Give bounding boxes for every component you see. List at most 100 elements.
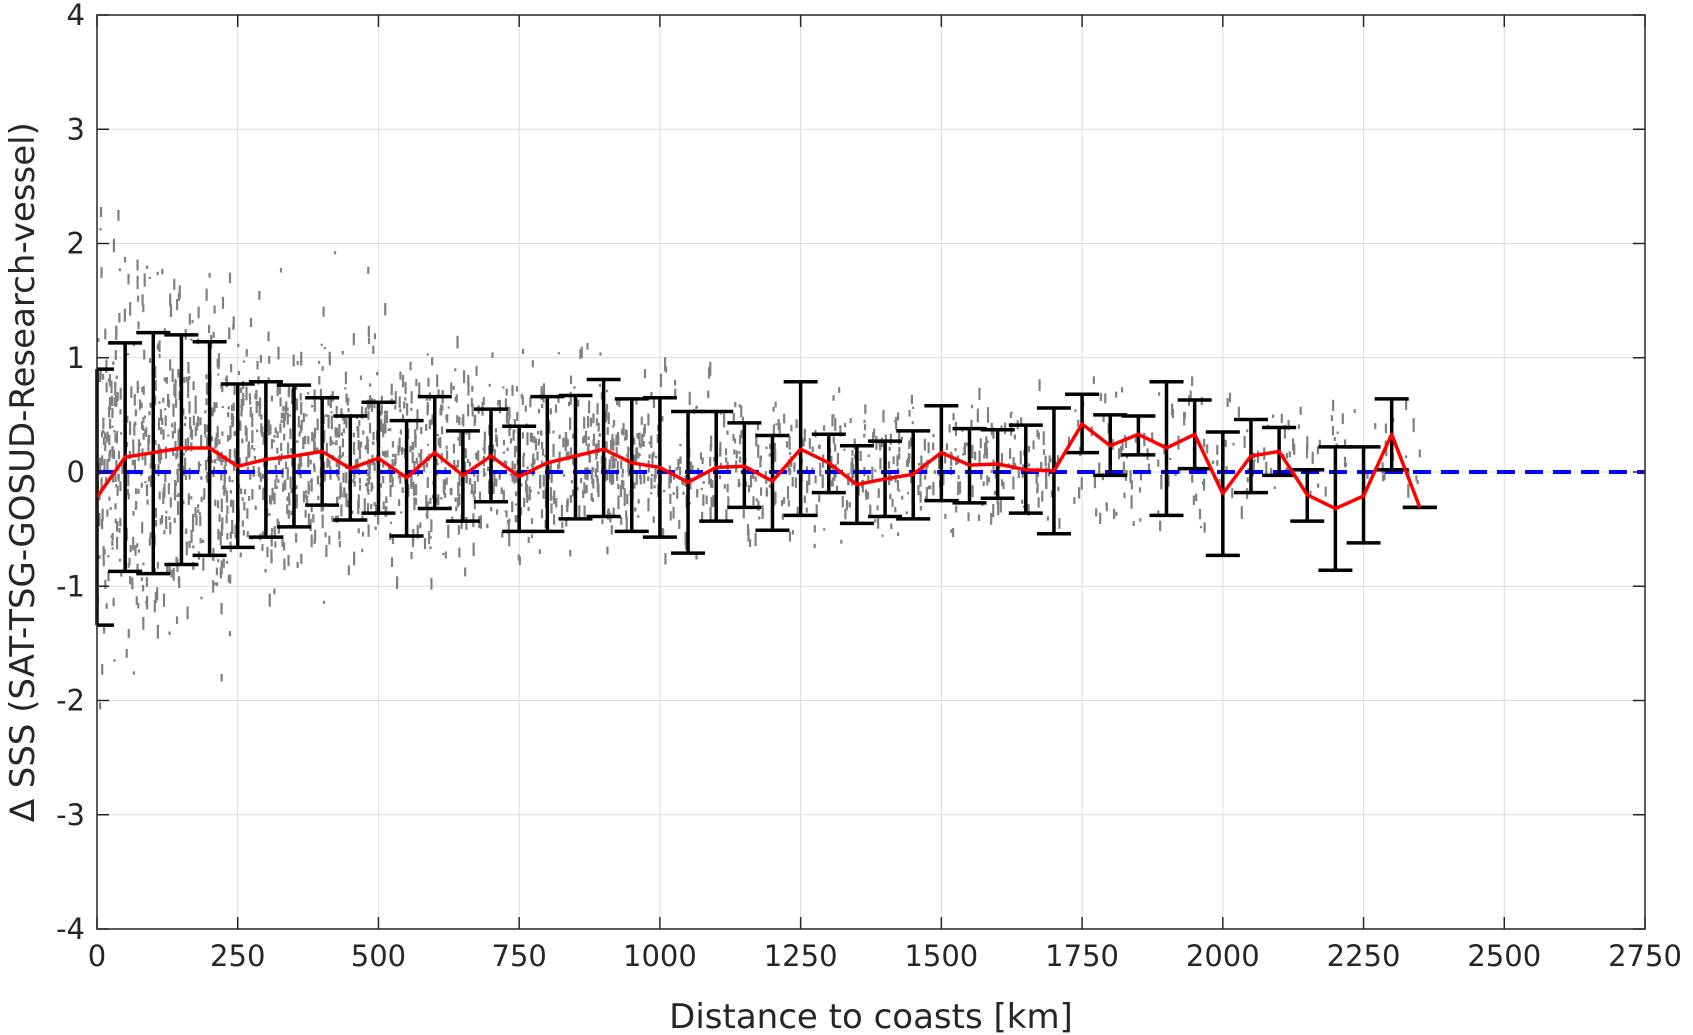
scatter-point	[1037, 432, 1040, 440]
scatter-point	[279, 457, 283, 462]
scatter-point	[803, 428, 806, 442]
scatter-point	[158, 401, 161, 404]
scatter-point	[844, 508, 847, 520]
scatter-point	[513, 470, 516, 484]
scatter-point	[178, 285, 181, 300]
scatter-point	[1067, 436, 1070, 449]
scatter-point	[223, 490, 226, 496]
scatter-point	[1129, 470, 1132, 484]
scatter-point	[542, 474, 545, 487]
scatter-point	[488, 444, 491, 458]
scatter-point	[944, 451, 947, 464]
scatter-point	[102, 627, 106, 634]
scatter-point	[635, 397, 638, 405]
scatter-point	[643, 369, 647, 379]
scatter-point	[596, 461, 599, 473]
scatter-point	[894, 507, 897, 513]
scatter-point	[1252, 460, 1255, 473]
scatter-point	[215, 582, 219, 586]
scatter-point	[418, 452, 421, 458]
scatter-point	[511, 460, 514, 475]
scatter-point	[105, 359, 108, 373]
scatter-point	[1157, 459, 1160, 467]
scatter-point	[262, 432, 265, 445]
scatter-point	[456, 459, 460, 468]
scatter-point	[978, 387, 981, 401]
scatter-point	[538, 476, 542, 489]
scatter-point	[713, 456, 716, 462]
scatter-point	[695, 406, 698, 410]
scatter-point	[1027, 504, 1030, 516]
scatter-point	[394, 405, 397, 410]
scatter-point	[439, 436, 442, 449]
scatter-point	[418, 382, 421, 396]
scatter-point	[106, 458, 109, 472]
scatter-point	[978, 450, 981, 464]
scatter-point	[117, 473, 120, 480]
scatter-point	[514, 503, 518, 506]
scatter-point	[208, 272, 211, 278]
scatter-point	[616, 460, 619, 472]
scatter-point	[625, 517, 628, 531]
scatter-point	[819, 462, 822, 477]
scatter-point	[457, 437, 460, 441]
scatter-point	[385, 506, 388, 516]
scatter-point	[280, 419, 283, 424]
scatter-point	[1125, 469, 1128, 475]
scatter-point	[501, 532, 504, 538]
scatter-point	[161, 417, 164, 425]
scatter-point	[864, 404, 867, 414]
scatter-point	[709, 478, 713, 488]
scatter-point	[298, 431, 301, 437]
scatter-point	[1102, 414, 1105, 423]
scatter-point	[184, 416, 187, 420]
scatter-point	[470, 484, 474, 494]
scatter-point	[311, 431, 314, 442]
scatter-point	[515, 514, 518, 523]
scatter-point	[1299, 406, 1302, 415]
scatter-point	[351, 510, 354, 514]
scatter-point	[217, 529, 220, 540]
scatter-point	[427, 377, 430, 387]
scatter-point	[382, 423, 385, 438]
scatter-point	[534, 438, 538, 451]
scatter-point	[540, 441, 544, 450]
scatter-point	[620, 460, 623, 469]
scatter-point	[177, 463, 180, 468]
scatter-point	[228, 452, 231, 460]
scatter-point	[788, 531, 792, 542]
scatter-point	[758, 516, 761, 520]
scatter-point	[513, 429, 516, 434]
scatter-point	[582, 490, 585, 499]
y-tick-label: 1	[67, 341, 85, 375]
scatter-point	[414, 497, 418, 505]
scatter-point	[596, 478, 599, 493]
scatter-point	[136, 543, 139, 548]
scatter-point	[113, 659, 116, 662]
scatter-point	[112, 449, 116, 460]
scatter-point	[212, 473, 215, 478]
scatter-point	[115, 523, 119, 532]
scatter-point	[607, 412, 610, 425]
scatter-point	[302, 491, 306, 503]
scatter-point	[479, 515, 482, 529]
scatter-point	[136, 295, 140, 302]
scatter-point	[554, 404, 558, 413]
x-tick-label: 250	[210, 939, 265, 973]
scatter-point	[679, 456, 682, 464]
scatter-point	[569, 375, 573, 385]
scatter-point	[144, 452, 147, 466]
scatter-point	[101, 455, 104, 466]
scatter-point	[818, 495, 821, 503]
scatter-point	[248, 448, 251, 458]
scatter-point	[892, 456, 895, 465]
scatter-point	[282, 405, 285, 412]
scatter-point	[166, 563, 169, 574]
scatter-point	[259, 354, 263, 363]
scatter-point	[1132, 521, 1135, 526]
scatter-point	[212, 410, 215, 415]
scatter-point	[163, 483, 166, 498]
scatter-point	[268, 501, 271, 504]
scatter-point	[207, 324, 211, 334]
scatter-point	[251, 430, 254, 444]
